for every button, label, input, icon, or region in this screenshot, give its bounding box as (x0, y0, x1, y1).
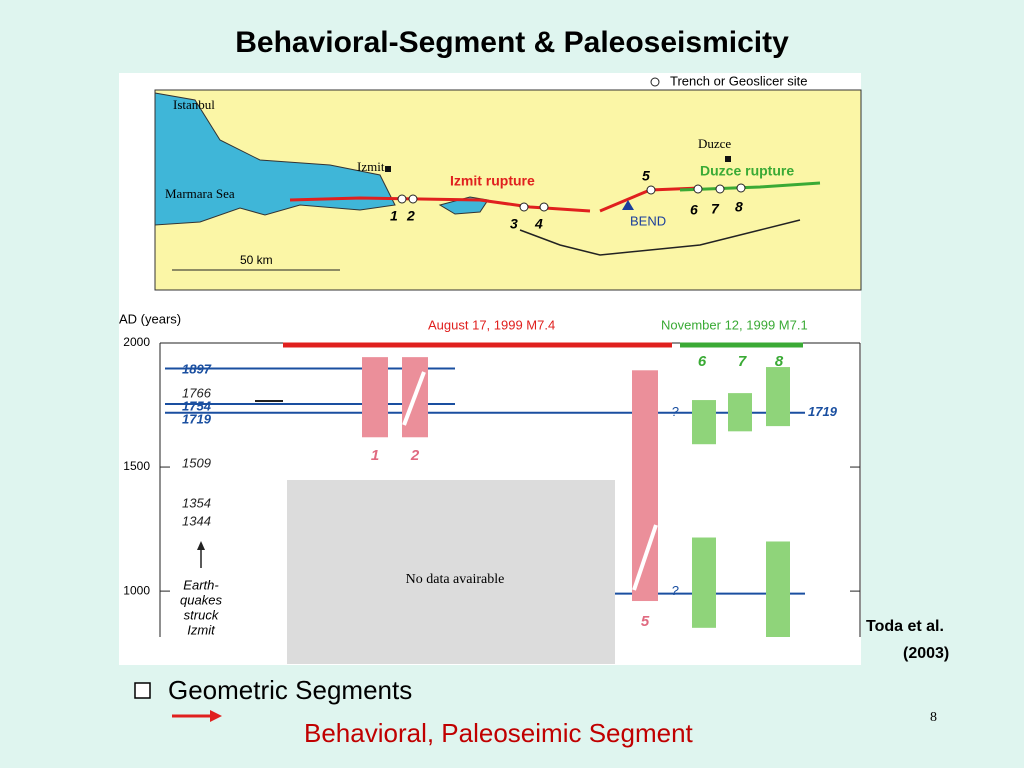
note-line: Izmit (187, 622, 216, 637)
site-label: 3 (510, 216, 518, 232)
site-label: 6 (698, 353, 707, 370)
site-label: 6 (690, 202, 698, 218)
site-label: 5 (641, 613, 650, 630)
year-label: 1766 (182, 385, 212, 400)
event-label: November 12, 1999 M7.1 (661, 317, 808, 332)
site-symbol (715, 184, 725, 194)
site-label: 1 (390, 208, 398, 224)
year-label: 1719 (808, 404, 838, 419)
place-label: Istanbul (173, 97, 215, 112)
footer: Toda et al. (2003) Geometric Segments Be… (134, 618, 949, 748)
site-symbol (736, 183, 746, 193)
place-label: Duzce (698, 136, 731, 151)
plot: No data avairable AD (years) August 17, … (119, 311, 861, 664)
bend-label: BEND (630, 213, 666, 228)
slash (632, 524, 658, 591)
marmara-sea (154, 92, 396, 226)
place-label: Izmit (357, 159, 385, 174)
site-symbol (646, 185, 656, 195)
rupture-label: Duzce rupture (700, 163, 794, 179)
year-label: 1719 (182, 411, 212, 426)
site-range (766, 367, 790, 427)
map-sites (397, 183, 746, 212)
event-label: August 17, 1999 M7.4 (428, 317, 555, 332)
site-symbol (693, 184, 703, 194)
site-range (766, 541, 790, 637)
citation: (2003) (903, 645, 949, 662)
rupture-label: Izmit rupture (450, 173, 535, 189)
map: Trench or Geoslicer site Istanbul Izmit … (154, 73, 862, 291)
izmit-marker (385, 166, 391, 172)
no-data-area (287, 480, 615, 664)
site-label: 1 (371, 447, 379, 464)
site-symbol (397, 194, 407, 204)
page-number: 8 (930, 710, 937, 725)
site-label: 4 (534, 216, 543, 232)
question-mark: ? (671, 404, 679, 419)
site-label: 7 (738, 353, 747, 370)
year-label: 1344 (182, 513, 211, 528)
year-label: 1754 (182, 398, 212, 413)
citation: Toda et al. (866, 618, 944, 635)
site-range (728, 393, 752, 432)
year-label: 1897 (182, 361, 212, 376)
map-legend: Trench or Geoslicer site (670, 73, 808, 88)
slash (402, 371, 426, 426)
note-line: quakes (180, 592, 222, 607)
site-label: 7 (711, 201, 720, 217)
scale-label: 50 km (240, 253, 273, 267)
arrow-head (197, 541, 205, 550)
map-site-labels: 1 2 3 4 5 6 7 8 (390, 168, 743, 232)
site-symbol (408, 194, 418, 204)
bend-marker (622, 200, 634, 210)
year-label: 1354 (182, 495, 211, 510)
site-label: 8 (775, 353, 784, 370)
site-label: 2 (406, 208, 415, 224)
site-label: 2 (410, 447, 420, 464)
site-range (692, 400, 716, 445)
year-label: 1509 (182, 455, 211, 470)
no-data-label: No data avairable (406, 572, 505, 587)
site-symbol (519, 202, 529, 212)
bullet-box (134, 682, 151, 699)
y-tick-label: 1500 (123, 459, 150, 473)
fault-trace (519, 219, 801, 256)
site-range (692, 537, 716, 628)
note-line: struck (184, 607, 220, 622)
place-label: Marmara Sea (165, 186, 235, 201)
site-range (632, 370, 658, 602)
legend-symbol (650, 77, 660, 87)
y-tick-label: 2000 (123, 335, 150, 349)
site-range (362, 357, 388, 438)
note-line: Earth- (183, 577, 219, 592)
duzce-rupture-line (679, 181, 821, 192)
site-symbol (539, 202, 549, 212)
sub-bullet: Behavioral, Paleoseimic Segment (304, 718, 694, 748)
duzce-marker (725, 156, 731, 162)
question-mark: ? (671, 583, 679, 598)
axis-label: AD (years) (119, 311, 181, 326)
site-label: 8 (735, 199, 743, 215)
bullet: Geometric Segments (168, 675, 412, 705)
slide-title: Behavioral-Segment & Paleoseismicity (235, 26, 789, 59)
y-tick-label: 1000 (123, 583, 150, 597)
arrow-head (210, 710, 222, 722)
site-label: 5 (642, 168, 650, 184)
